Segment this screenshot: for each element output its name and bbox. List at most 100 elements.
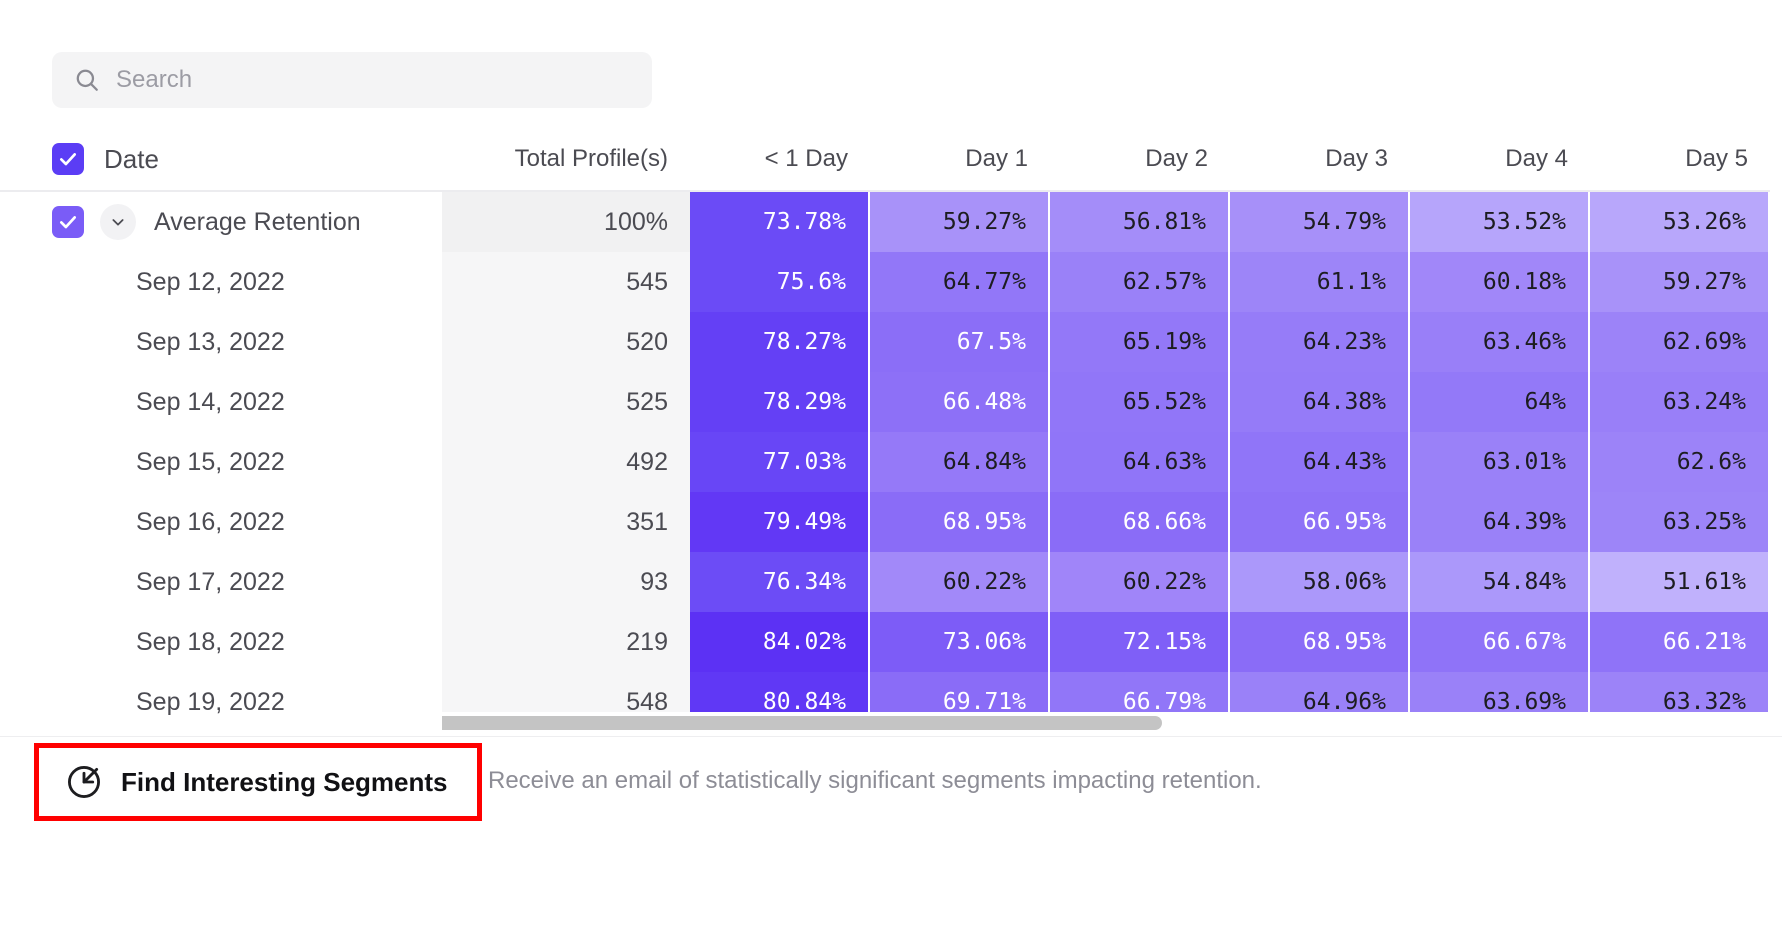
cell-retention: 73.06%	[870, 612, 1050, 672]
cell-retention: 58.06%	[1230, 552, 1410, 612]
cell-retention: 63.25%	[1590, 492, 1770, 552]
cell-total-profiles: 545	[442, 252, 690, 312]
cell-retention: 63.01%	[1410, 432, 1590, 492]
column-header-day-5[interactable]: Day 5	[1590, 128, 1770, 192]
cell-total-profiles: 100%	[442, 192, 690, 252]
cell-retention: 84.02%	[690, 612, 870, 672]
row-date-column: Sep 13, 2022	[0, 312, 442, 372]
column-header-day-4[interactable]: Day 4	[1410, 128, 1590, 192]
chevron-down-icon[interactable]	[100, 204, 136, 240]
table-row[interactable]: Sep 14, 2022 525 78.29% 66.48% 65.52% 64.38% 6…	[0, 372, 1782, 432]
table-body: Average Retention 100% 73.78% 59.27% 56.81% 5…	[0, 192, 1782, 732]
retention-table: Date Total Profile(s) < 1 Day Day 1 Day …	[0, 128, 1782, 732]
cell-retention: 64.63%	[1050, 432, 1230, 492]
cell-retention: 64.84%	[870, 432, 1050, 492]
cell-retention: 78.27%	[690, 312, 870, 372]
cell-retention: 66.21%	[1590, 612, 1770, 672]
table-row[interactable]: Sep 13, 2022 520 78.27% 67.5% 65.19% 64.23% 63…	[0, 312, 1782, 372]
cell-retention: 54.79%	[1230, 192, 1410, 252]
row-date-column: Sep 15, 2022	[0, 432, 442, 492]
cell-retention: 65.19%	[1050, 312, 1230, 372]
row-date-column: Sep 14, 2022	[0, 372, 442, 432]
cell-total-profiles: 351	[442, 492, 690, 552]
cell-retention: 68.95%	[1230, 612, 1410, 672]
row-date-column: Sep 12, 2022	[0, 252, 442, 312]
table-row[interactable]: Sep 18, 2022 219 84.02% 73.06% 72.15% 68.95% 6…	[0, 612, 1782, 672]
row-label: Sep 13, 2022	[136, 327, 285, 356]
cell-retention: 51.61%	[1590, 552, 1770, 612]
table-row[interactable]: Average Retention 100% 73.78% 59.27% 56.81% 5…	[0, 192, 1782, 252]
row-label: Sep 18, 2022	[136, 627, 285, 656]
row-label: Sep 15, 2022	[136, 447, 285, 476]
cell-retention: 60.22%	[870, 552, 1050, 612]
cell-retention: 76.34%	[690, 552, 870, 612]
cell-retention: 62.6%	[1590, 432, 1770, 492]
cell-total-profiles: 93	[442, 552, 690, 612]
row-date-column: Sep 16, 2022	[0, 492, 442, 552]
search-box[interactable]	[52, 52, 652, 108]
row-date-column: Sep 19, 2022	[0, 672, 442, 732]
cell-retention: 63.46%	[1410, 312, 1590, 372]
cell-total-profiles: 525	[442, 372, 690, 432]
cell-retention: 75.6%	[690, 252, 870, 312]
cell-retention: 64.38%	[1230, 372, 1410, 432]
search-input[interactable]	[116, 66, 630, 94]
row-label: Sep 17, 2022	[136, 567, 285, 596]
row-checkbox[interactable]	[52, 206, 84, 238]
cell-retention: 56.81%	[1050, 192, 1230, 252]
column-header-day-0[interactable]: < 1 Day	[690, 128, 870, 192]
row-label: Sep 19, 2022	[136, 687, 285, 716]
row-label: Average Retention	[154, 207, 361, 236]
table-row[interactable]: Sep 12, 2022 545 75.6% 64.77% 62.57% 61.1% 60.…	[0, 252, 1782, 312]
cell-retention: 65.52%	[1050, 372, 1230, 432]
table-row[interactable]: Sep 16, 2022 351 79.49% 68.95% 68.66% 66.95% 6…	[0, 492, 1782, 552]
cell-retention: 61.1%	[1230, 252, 1410, 312]
cell-retention: 64.77%	[870, 252, 1050, 312]
select-all-checkbox[interactable]	[52, 143, 84, 175]
table-header-row: Date Total Profile(s) < 1 Day Day 1 Day …	[0, 128, 1782, 192]
column-header-date: Date	[104, 143, 159, 174]
cell-total-profiles: 219	[442, 612, 690, 672]
cell-retention: 66.67%	[1410, 612, 1590, 672]
cell-retention: 68.95%	[870, 492, 1050, 552]
cell-retention: 78.29%	[690, 372, 870, 432]
column-header-day-3[interactable]: Day 3	[1230, 128, 1410, 192]
row-label: Sep 16, 2022	[136, 507, 285, 536]
cell-retention: 66.48%	[870, 372, 1050, 432]
column-header-day-2[interactable]: Day 2	[1050, 128, 1230, 192]
column-header-day-1[interactable]: Day 1	[870, 128, 1050, 192]
column-header-total-profiles[interactable]: Total Profile(s)	[442, 128, 690, 192]
cell-retention: 73.78%	[690, 192, 870, 252]
cell-retention: 64.39%	[1410, 492, 1590, 552]
table-row[interactable]: Sep 15, 2022 492 77.03% 64.84% 64.63% 64.43% 6…	[0, 432, 1782, 492]
cell-retention: 60.18%	[1410, 252, 1590, 312]
row-date-column: Sep 17, 2022	[0, 552, 442, 612]
cell-retention: 66.95%	[1230, 492, 1410, 552]
cell-retention: 67.5%	[870, 312, 1050, 372]
cell-retention: 72.15%	[1050, 612, 1230, 672]
cell-total-profiles: 492	[442, 432, 690, 492]
footer-bar: Find Interesting Segments Receive an ema…	[0, 736, 1782, 930]
row-label: Sep 12, 2022	[136, 267, 285, 296]
row-date-column: Sep 18, 2022	[0, 612, 442, 672]
cell-retention: 62.57%	[1050, 252, 1230, 312]
cell-total-profiles: 520	[442, 312, 690, 372]
cell-retention: 77.03%	[690, 432, 870, 492]
row-date-column: Average Retention	[0, 192, 442, 252]
cell-retention: 59.27%	[1590, 252, 1770, 312]
cell-retention: 64.23%	[1230, 312, 1410, 372]
cell-retention: 79.49%	[690, 492, 870, 552]
cell-retention: 62.69%	[1590, 312, 1770, 372]
cell-retention: 54.84%	[1410, 552, 1590, 612]
footer-description: Receive an email of statistically signif…	[488, 767, 1262, 794]
cell-retention: 64%	[1410, 372, 1590, 432]
cell-retention: 68.66%	[1050, 492, 1230, 552]
row-label: Sep 14, 2022	[136, 387, 285, 416]
cell-retention: 53.26%	[1590, 192, 1770, 252]
table-row[interactable]: Sep 17, 2022 93 76.34% 60.22% 60.22% 58.06% 54…	[0, 552, 1782, 612]
search-icon	[74, 67, 100, 93]
target-arrow-icon	[65, 763, 103, 801]
cell-retention: 53.52%	[1410, 192, 1590, 252]
find-interesting-segments-button[interactable]: Find Interesting Segments	[34, 743, 482, 821]
